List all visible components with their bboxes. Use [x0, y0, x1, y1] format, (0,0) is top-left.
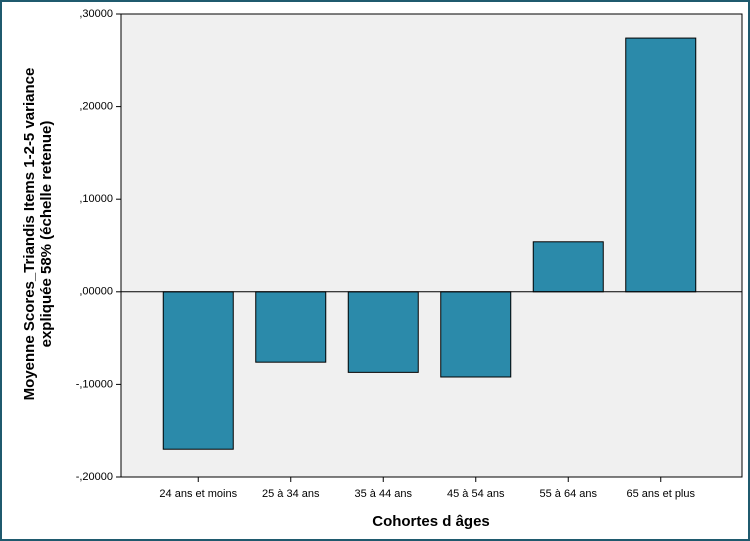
y-tick-label: ,10000	[79, 193, 113, 205]
x-tick-label: 25 à 34 ans	[262, 488, 320, 500]
y-tick-label: -,10000	[76, 378, 113, 390]
bar	[625, 37, 697, 293]
y-tick-label: ,00000	[79, 286, 113, 298]
x-tick-label: 24 ans et moins	[159, 488, 237, 500]
y-axis-title-line: expliquée 58% (échelle retenue)	[38, 121, 55, 348]
y-tick-label: -,20000	[76, 471, 113, 483]
y-tick-label: ,30000	[79, 8, 113, 20]
x-tick-label: 65 ans et plus	[627, 488, 696, 500]
bar	[255, 291, 327, 363]
bar	[162, 291, 234, 450]
bar	[532, 241, 604, 293]
x-axis-title: Cohortes d âges	[372, 513, 490, 530]
x-tick-label: 55 à 64 ans	[540, 488, 598, 500]
bar	[440, 291, 512, 378]
y-tick-label: ,20000	[79, 101, 113, 113]
y-axis-title: Moyenne Scores_Triandis Items 1-2-5 vari…	[21, 68, 55, 401]
bar	[347, 291, 419, 373]
y-axis-title-line: Moyenne Scores_Triandis Items 1-2-5 vari…	[21, 68, 38, 401]
x-tick-label: 45 à 54 ans	[447, 488, 505, 500]
x-tick-label: 35 à 44 ans	[355, 488, 413, 500]
